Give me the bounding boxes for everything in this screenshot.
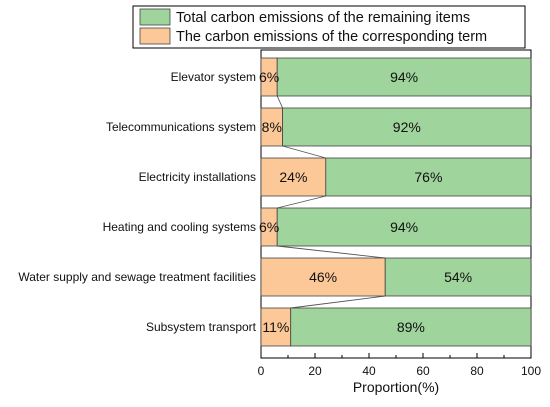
bar-remaining-segment [282,107,532,147]
bar-value-label: 54% [444,269,472,285]
bar-remaining-segment [384,257,532,297]
x-tick-label: 40 [362,364,376,378]
bar-value-label: 89% [397,319,425,335]
bar-remaining-segment [325,157,532,197]
connector-line [277,245,386,259]
x-tick-label: 80 [470,364,484,378]
category-label: Subsystem transport [146,320,257,334]
x-axis: 0 20 40 60 80 100 [258,353,541,378]
connector-line [276,95,284,109]
x-tick-label: 60 [416,364,430,378]
bar-value-label: 46% [309,269,337,285]
category-label: Water supply and sewage treatment facili… [18,270,256,284]
bar-value-label: 94% [390,219,418,235]
legend-swatch [139,27,171,45]
value-labels: 6% 94% 8% 92% 24% 76% 6% 94% 46% 54% 11% 89% [259,69,472,335]
category-label: Electricity installations [139,170,256,184]
bar-value-label: 6% [259,69,279,85]
category-labels: Elevator system Telecommunications system… [18,70,256,334]
category-label: Elevator system [171,70,256,84]
bar-value-label: 8% [262,119,282,135]
category-label: Telecommunications system [106,120,256,134]
legend: Total carbon emissions of the remaining … [132,5,526,49]
category-label: Heating and cooling systems [103,220,256,234]
connector-line [277,195,326,209]
bar-term-segment [260,257,386,297]
connector-lines [276,95,386,309]
legend-swatch [139,8,171,26]
legend-entry-label: Total carbon emissions of the remaining … [176,10,470,26]
bar-value-label: 6% [259,219,279,235]
x-tick-label: 100 [521,364,541,378]
bars [260,57,532,347]
x-axis-title: Proportion(%) [353,379,439,395]
x-tick-label: 0 [258,364,265,378]
bar-value-label: 94% [390,69,418,85]
bar-remaining-segment [276,57,532,97]
bar-value-label: 24% [279,169,307,185]
connector-line [282,145,326,159]
bar-remaining-segment [276,207,532,247]
legend-box [132,5,526,49]
bar-value-label: 76% [414,169,442,185]
x-tick-label: 20 [308,364,322,378]
bar-value-label: 11% [262,319,289,335]
bar-term-segment [260,307,292,347]
bar-remaining-segment [290,307,532,347]
connector-line [290,295,386,309]
bar-value-label: 92% [393,119,421,135]
legend-entry-label: The carbon emissions of the correspondin… [176,29,487,45]
